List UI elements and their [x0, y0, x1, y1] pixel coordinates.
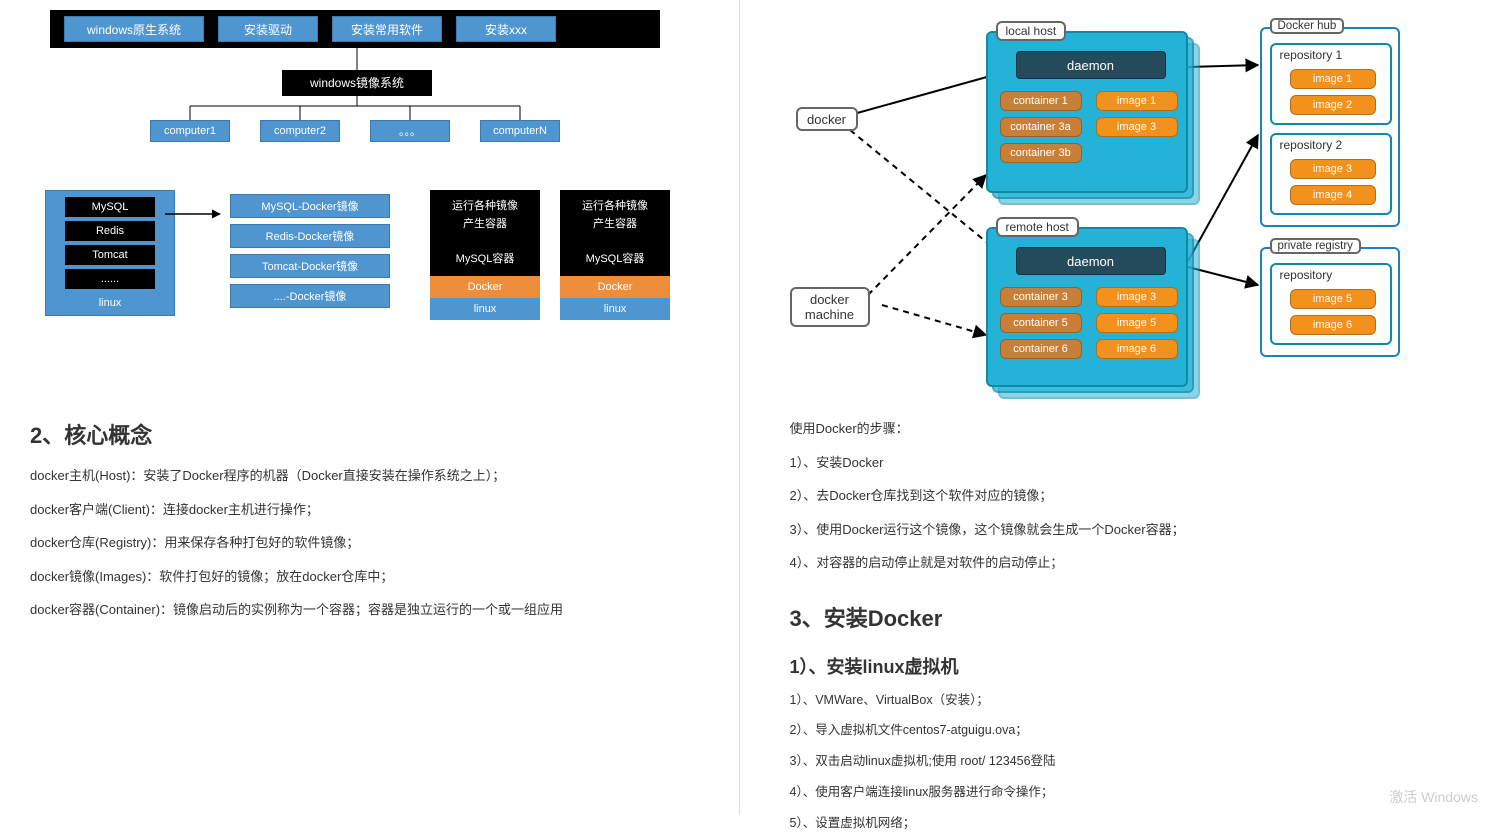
diagram-docker-architecture: docker docker machine local host daemon …: [790, 5, 1469, 405]
rt-docker: Docker: [560, 276, 670, 298]
box: 。。。: [370, 120, 450, 142]
box: computer1: [150, 120, 230, 142]
box: computer2: [260, 120, 340, 142]
repo-title: repository 1: [1280, 48, 1343, 62]
linux-stack: MySQL Redis Tomcat ...... linux: [45, 190, 175, 316]
diagram-docker-stacks: MySQL Redis Tomcat ...... linux MySQL-Do…: [30, 190, 709, 390]
diag1-bottom-row: computer1 computer2 。。。 computerN: [150, 120, 560, 142]
box: Redis-Docker镜像: [230, 224, 390, 248]
arch-docker-hub: Docker hub repository 1 image 1 image 2 …: [1260, 27, 1400, 227]
container-chip: container 1: [1000, 91, 1082, 111]
line: MySQL容器: [586, 253, 645, 265]
rt-linux: linux: [430, 298, 540, 320]
box: computerN: [480, 120, 560, 142]
box: 安装常用软件: [332, 16, 442, 42]
step: 3）、使用Docker运行这个镜像，这个镜像就会生成一个Docker容器；: [790, 520, 1469, 540]
diag1-mid: windows镜像系统: [282, 70, 432, 96]
step: 2）、导入虚拟机文件centos7-atguigu.ova；: [790, 721, 1469, 740]
para: docker主机(Host)：安装了Docker程序的机器（Docker直接安装…: [30, 466, 709, 486]
daemon-box: daemon: [1016, 247, 1166, 275]
step: 4）、对容器的启动停止就是对软件的启动停止；: [790, 553, 1469, 573]
image-chip: image 4: [1290, 185, 1376, 205]
box: MySQL-Docker镜像: [230, 194, 390, 218]
box: 安装驱动: [218, 16, 318, 42]
host-label: local host: [996, 21, 1067, 41]
repo-title: repository: [1280, 268, 1333, 282]
arrow-icon: [165, 204, 225, 224]
label: linux: [99, 297, 122, 309]
cell: ......: [65, 269, 155, 289]
container-chip: container 6: [1000, 339, 1082, 359]
step: 5）、设置虚拟机网络；: [790, 814, 1469, 832]
step: 2）、去Docker仓库找到这个软件对应的镜像；: [790, 486, 1469, 506]
container-chip: container 5: [1000, 313, 1082, 333]
host-label: remote host: [996, 217, 1079, 237]
repo-box: repository image 5 image 6: [1270, 263, 1392, 345]
rt-docker: Docker: [430, 276, 540, 298]
diag1-topbar: windows原生系统 安装驱动 安装常用软件 安装xxx: [50, 10, 660, 48]
line: 产生容器: [463, 218, 507, 230]
line: 产生容器: [593, 218, 637, 230]
line: 运行各种镜像: [452, 200, 518, 212]
para: docker镜像(Images)：软件打包好的镜像；放在docker仓库中；: [30, 567, 709, 587]
arch-private-registry: private registry repository image 5 imag…: [1260, 247, 1400, 357]
image-chip: image 3: [1290, 159, 1376, 179]
page-left: windows原生系统 安装驱动 安装常用软件 安装xxx windows镜像系…: [0, 0, 740, 815]
runtime-stack: 运行各种镜像 产生容器 MySQL容器 Docker linux: [560, 190, 670, 320]
image-chip: image 6: [1096, 339, 1178, 359]
cell: Redis: [65, 221, 155, 241]
para: docker客户端(Client)：连接docker主机进行操作；: [30, 500, 709, 520]
repo-box: repository 2 image 3 image 4: [1270, 133, 1392, 215]
repo-box: repository 1 image 1 image 2: [1270, 43, 1392, 125]
step: 4）、使用客户端连接linux服务器进行命令操作；: [790, 783, 1469, 802]
heading-install-docker: 3、安装Docker: [790, 601, 1469, 633]
image-chip: image 1: [1096, 91, 1178, 111]
cell: MySQL: [65, 197, 155, 217]
para: docker仓库(Registry)：用来保存各种打包好的软件镜像；: [30, 533, 709, 553]
intro-para: 使用Docker的步骤：: [790, 419, 1469, 439]
container-chip: container 3b: [1000, 143, 1082, 163]
rt-text: 运行各种镜像 产生容器 MySQL容器: [430, 190, 540, 276]
para: docker容器(Container)：镜像启动后的实例称为一个容器；容器是独立…: [30, 600, 709, 620]
image-chip: image 2: [1290, 95, 1376, 115]
step: 3）、双击启动linux虚拟机;使用 root/ 123456登陆: [790, 752, 1469, 771]
cell: Tomcat: [65, 245, 155, 265]
container-chip: container 3: [1000, 287, 1082, 307]
registry-label: private registry: [1270, 238, 1361, 254]
line: MySQL容器: [456, 253, 515, 265]
image-chip: image 5: [1290, 289, 1376, 309]
step: 1）、安装Docker: [790, 453, 1469, 473]
rt-text: 运行各种镜像 产生容器 MySQL容器: [560, 190, 670, 276]
arch-docker-client: docker: [796, 107, 858, 131]
page-right: docker docker machine local host daemon …: [740, 0, 1498, 815]
subheading-install-linux-vm: 1）、安装linux虚拟机: [790, 653, 1469, 679]
image-chip: image 1: [1290, 69, 1376, 89]
daemon-box: daemon: [1016, 51, 1166, 79]
repo-title: repository 2: [1280, 138, 1343, 152]
line: 运行各种镜像: [582, 200, 648, 212]
image-chip: image 5: [1096, 313, 1178, 333]
box: Tomcat-Docker镜像: [230, 254, 390, 278]
heading-core-concepts: 2、核心概念: [30, 418, 709, 450]
windows-activation-watermark: 激活 Windows: [1389, 787, 1478, 807]
container-chip: container 3a: [1000, 117, 1082, 137]
arch-docker-machine: docker machine: [790, 287, 870, 327]
box: 安装xxx: [456, 16, 556, 42]
registry-label: Docker hub: [1270, 18, 1345, 34]
box: windows原生系统: [64, 16, 204, 42]
runtime-stack: 运行各种镜像 产生容器 MySQL容器 Docker linux: [430, 190, 540, 320]
rt-linux: linux: [560, 298, 670, 320]
image-chip: image 3: [1096, 117, 1178, 137]
diagram-windows-tree: windows原生系统 安装驱动 安装常用软件 安装xxx windows镜像系…: [30, 10, 709, 170]
arch-remote-host: remote host daemon container 3 image 3 c…: [986, 227, 1188, 387]
image-chip: image 6: [1290, 315, 1376, 335]
image-chip: image 3: [1096, 287, 1178, 307]
arch-local-host: local host daemon container 1 image 1 co…: [986, 31, 1188, 193]
step: 1）、VMWare、VirtualBox（安装）；: [790, 691, 1469, 710]
box: ....-Docker镜像: [230, 284, 390, 308]
docker-images-stack: MySQL-Docker镜像 Redis-Docker镜像 Tomcat-Doc…: [230, 194, 390, 308]
